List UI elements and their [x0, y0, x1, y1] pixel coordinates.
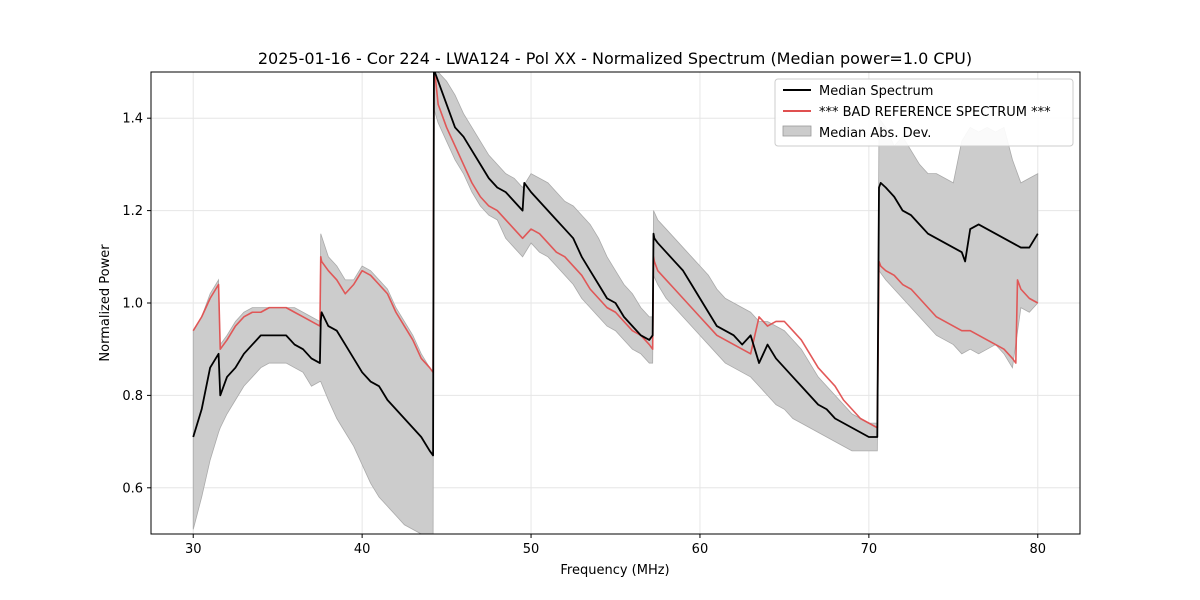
y-tick-label-1.4: 1.4	[122, 112, 143, 127]
x-tick-label-70: 70	[861, 542, 878, 557]
chart-title: 2025-01-16 - Cor 224 - LWA124 - Pol XX -…	[258, 49, 972, 68]
x-axis: 30 40 50 60 70 80	[185, 534, 1046, 557]
y-tick-label-0.6: 0.6	[122, 481, 143, 496]
legend-label-median: Median Spectrum	[819, 84, 933, 99]
legend-label-mad: Median Abs. Dev.	[819, 126, 931, 141]
legend-label-bad-reference: *** BAD REFERENCE SPECTRUM ***	[819, 105, 1051, 120]
x-tick-label-80: 80	[1029, 542, 1046, 557]
x-axis-label: Frequency (MHz)	[560, 563, 669, 578]
y-tick-label-1.2: 1.2	[122, 204, 143, 219]
bad-reference-line	[192, 72, 1039, 429]
y-axis-label: Normalized Power	[98, 244, 113, 362]
plot-area	[192, 72, 1039, 534]
x-tick-label-40: 40	[354, 542, 371, 557]
x-tick-label-50: 50	[523, 542, 540, 557]
x-tick-label-30: 30	[185, 542, 202, 557]
legend-swatch-mad	[782, 125, 812, 137]
legend-box	[774, 78, 1074, 147]
median-spectrum-line	[192, 72, 1039, 457]
y-tick-label-1.0: 1.0	[122, 297, 143, 312]
x-tick-label-60: 60	[692, 542, 709, 557]
legend: Median Spectrum *** BAD REFERENCE SPECTR…	[774, 78, 1074, 147]
y-tick-label-0.8: 0.8	[122, 389, 143, 404]
y-axis: 0.6 0.8 1.0 1.2 1.4	[122, 112, 151, 496]
